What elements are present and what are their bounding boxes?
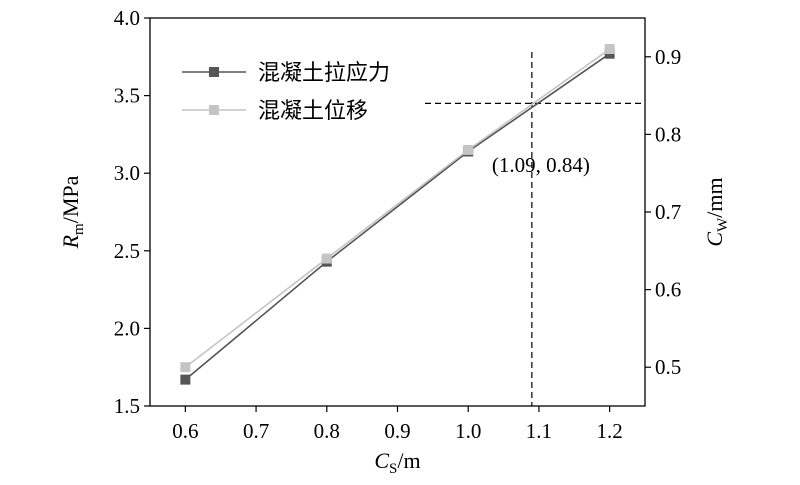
- x-tick-label: 1.1: [526, 419, 552, 443]
- y-left-tick-label: 4.0: [114, 6, 140, 30]
- y-left-tick-label: 2.5: [114, 239, 140, 263]
- y-right-axis-title: CW/mm: [702, 177, 731, 246]
- x-tick-label: 1.0: [455, 419, 481, 443]
- y-left-tick-label: 3.5: [114, 84, 140, 108]
- x-tick-label: 1.2: [597, 419, 623, 443]
- y-right-tick-label: 0.5: [655, 355, 681, 379]
- series-2-point: [180, 362, 191, 373]
- y-left-tick-label: 3.0: [114, 161, 140, 185]
- x-tick-label: 0.7: [243, 419, 269, 443]
- y-right-tick-label: 0.9: [655, 45, 681, 69]
- series-2-point: [321, 253, 332, 264]
- x-tick-label: 0.9: [384, 419, 410, 443]
- x-axis-title: CS/m: [374, 448, 420, 477]
- series-line-2: [184, 48, 611, 368]
- y-right-tick-label: 0.6: [655, 278, 681, 302]
- y-left-axis-title: Rm/MPa: [58, 175, 87, 249]
- y-right-tick-label: 0.7: [655, 200, 681, 224]
- y-right-tick-label: 0.8: [655, 122, 681, 146]
- legend-label-1: 混凝土拉应力: [258, 61, 390, 86]
- y-left-tick-label: 2.0: [114, 316, 140, 340]
- y-left-tick-label: 1.5: [114, 394, 140, 418]
- series-1-point: [180, 374, 191, 385]
- x-tick-label: 0.8: [314, 419, 340, 443]
- legend-marker-2: [209, 105, 219, 115]
- annotation-label: (1.09, 0.84): [492, 153, 590, 177]
- series-2-point: [463, 144, 474, 155]
- series-2-point: [604, 44, 615, 55]
- x-tick-label: 0.6: [172, 419, 198, 443]
- legend-label-2: 混凝土位移: [258, 99, 368, 124]
- series-line-1: [184, 53, 611, 381]
- legend-marker-1: [209, 67, 219, 77]
